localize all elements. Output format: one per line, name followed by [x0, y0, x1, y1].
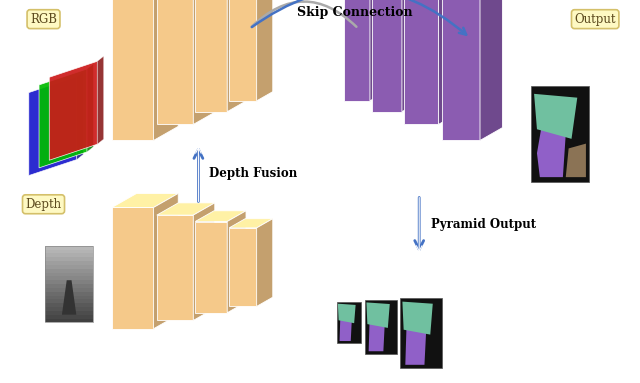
Polygon shape	[157, 0, 193, 124]
Polygon shape	[257, 0, 273, 101]
Polygon shape	[366, 303, 390, 328]
Polygon shape	[401, 298, 442, 368]
Polygon shape	[227, 0, 246, 112]
Polygon shape	[531, 86, 589, 182]
Polygon shape	[45, 311, 93, 315]
Text: RGB: RGB	[30, 13, 57, 26]
Polygon shape	[45, 246, 93, 250]
Polygon shape	[97, 56, 104, 144]
Polygon shape	[62, 280, 76, 315]
Polygon shape	[337, 302, 361, 343]
Polygon shape	[45, 315, 93, 319]
Polygon shape	[438, 0, 458, 124]
Polygon shape	[157, 215, 193, 321]
FancyArrowPatch shape	[252, 0, 466, 35]
Polygon shape	[257, 219, 273, 306]
Polygon shape	[112, 0, 154, 141]
Polygon shape	[87, 64, 93, 152]
Polygon shape	[370, 0, 385, 101]
Polygon shape	[45, 303, 93, 307]
Polygon shape	[402, 0, 419, 112]
Polygon shape	[340, 315, 352, 341]
Polygon shape	[45, 250, 93, 254]
Polygon shape	[537, 115, 566, 177]
Polygon shape	[193, 203, 215, 321]
Polygon shape	[39, 69, 87, 168]
Polygon shape	[195, 221, 227, 313]
Polygon shape	[112, 193, 178, 208]
Polygon shape	[45, 257, 93, 261]
Polygon shape	[229, 228, 257, 306]
Polygon shape	[77, 72, 83, 160]
Polygon shape	[45, 284, 93, 288]
FancyArrowPatch shape	[252, 2, 356, 27]
Polygon shape	[369, 317, 385, 351]
Polygon shape	[365, 300, 397, 354]
Polygon shape	[405, 321, 426, 365]
Polygon shape	[45, 261, 93, 265]
Polygon shape	[45, 269, 93, 273]
Polygon shape	[45, 288, 93, 292]
Polygon shape	[154, 0, 178, 141]
Polygon shape	[45, 300, 93, 303]
Polygon shape	[372, 0, 402, 112]
Text: Output: Output	[575, 13, 616, 26]
Text: Pyramid Output: Pyramid Output	[431, 218, 536, 231]
Polygon shape	[195, 211, 246, 221]
Polygon shape	[45, 307, 93, 311]
Polygon shape	[45, 265, 93, 269]
Polygon shape	[45, 280, 93, 284]
Polygon shape	[404, 0, 438, 124]
Polygon shape	[45, 296, 93, 300]
Polygon shape	[442, 0, 480, 141]
Polygon shape	[534, 94, 577, 139]
Polygon shape	[229, 0, 257, 101]
Polygon shape	[157, 203, 215, 215]
Text: Depth Fusion: Depth Fusion	[209, 167, 297, 180]
Polygon shape	[193, 0, 215, 124]
Polygon shape	[112, 208, 154, 329]
Polygon shape	[45, 254, 93, 257]
Polygon shape	[29, 77, 77, 175]
Polygon shape	[227, 211, 246, 313]
Polygon shape	[49, 61, 97, 160]
Polygon shape	[195, 0, 227, 112]
Polygon shape	[45, 277, 93, 280]
Text: Depth: Depth	[26, 198, 61, 211]
Polygon shape	[566, 144, 586, 177]
Polygon shape	[403, 302, 433, 335]
Polygon shape	[45, 319, 93, 322]
Polygon shape	[45, 273, 93, 277]
Polygon shape	[154, 193, 178, 329]
Polygon shape	[338, 304, 356, 323]
Polygon shape	[229, 219, 273, 228]
Polygon shape	[344, 0, 370, 101]
Text: Skip Connection: Skip Connection	[298, 6, 413, 19]
Polygon shape	[480, 0, 502, 141]
Polygon shape	[45, 292, 93, 296]
